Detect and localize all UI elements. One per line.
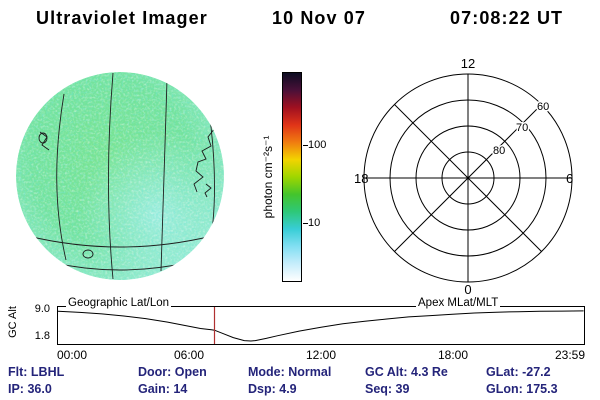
strip-label-apex: Apex MLat/MLT xyxy=(416,297,501,309)
coastlines xyxy=(38,127,216,259)
uv-image-panel xyxy=(10,66,230,286)
status-mode: Mode: Normal xyxy=(248,365,332,379)
strip-ytick-1-8: 1.8 xyxy=(34,330,50,342)
colorbar-tick-100 xyxy=(303,145,308,146)
app-title: Ultraviolet Imager xyxy=(36,8,208,28)
status-gain: Gain: 14 xyxy=(138,382,188,396)
mlt-label-0: 0 xyxy=(464,282,471,297)
uv-disk-image xyxy=(16,72,224,280)
xtick-1200: 12:00 xyxy=(305,348,337,362)
mlat-label-70: 70 xyxy=(516,122,528,134)
status-glat: GLat: -27.2 xyxy=(486,365,551,379)
strip-y-axis-label: GC Alt xyxy=(7,306,19,338)
mlt-label-12: 12 xyxy=(461,56,475,71)
strip-label-geographic: Geographic Lat/Lon xyxy=(66,297,172,309)
gc-alt-plot xyxy=(57,307,584,344)
xtick-2359: 23:59 xyxy=(554,348,585,362)
speckle-noise-teal xyxy=(16,72,224,280)
mlt-label-18: 18 xyxy=(354,171,368,186)
polar-grid: 12 18 6 0 60 70 80 xyxy=(354,56,573,297)
strip-ytick-9: 9.0 xyxy=(34,303,50,315)
mlat-label-80: 80 xyxy=(493,145,505,157)
status-ip: IP: 36.0 xyxy=(8,382,52,396)
polar-plot-panel: 12 18 6 0 60 70 80 xyxy=(354,52,582,302)
status-gcalt: GC Alt: 4.3 Re xyxy=(365,365,448,379)
gc-alt-strip-chart xyxy=(57,306,585,345)
colorbar-tick-10 xyxy=(303,223,308,224)
mlt-label-6: 6 xyxy=(566,171,573,186)
observation-date: 10 Nov 07 xyxy=(272,8,366,28)
colorbar-ticklabel-100: 100 xyxy=(308,139,327,151)
xtick-0600: 06:00 xyxy=(173,348,205,362)
observation-time: 07:08:22 UT xyxy=(450,8,564,28)
status-seq: Seq: 39 xyxy=(365,382,410,396)
status-door: Door: Open xyxy=(138,365,207,379)
colorbar-gradient xyxy=(282,72,302,282)
status-dsp: Dsp: 4.9 xyxy=(248,382,297,396)
mlat-label-60: 60 xyxy=(537,101,549,113)
xtick-1800: 18:00 xyxy=(437,348,469,362)
gc-alt-curve xyxy=(57,310,584,342)
colorbar-ticklabel-10: 10 xyxy=(308,217,321,229)
status-glon: GLon: 175.3 xyxy=(486,382,558,396)
xtick-0000: 00:00 xyxy=(57,348,88,362)
colorbar-units-label: photon cm⁻²s⁻¹ xyxy=(261,135,275,219)
status-flt: Flt: LBHL xyxy=(8,365,65,379)
